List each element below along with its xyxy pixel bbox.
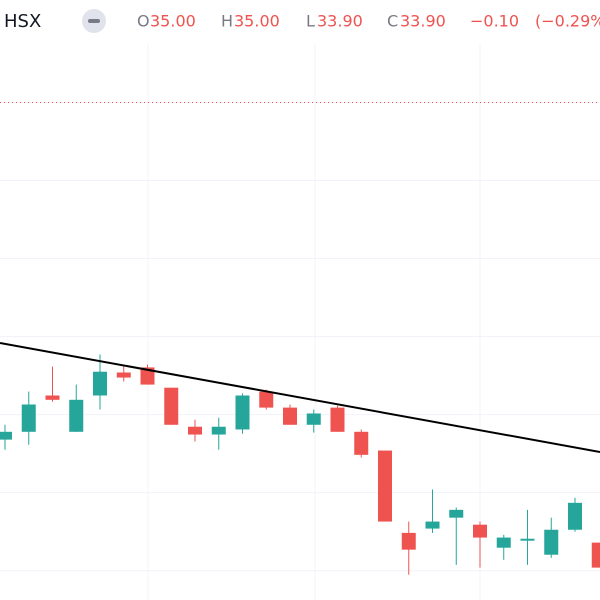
close-label: C (387, 12, 398, 31)
candle-body (259, 391, 274, 408)
vertical-grid (147, 40, 481, 600)
candle-body (473, 524, 487, 538)
candle-body (140, 367, 155, 385)
candle-body (591, 542, 600, 568)
candle-body (69, 399, 84, 432)
symbol: HSX (4, 11, 41, 32)
candle-body (425, 521, 440, 529)
candle-body (401, 532, 416, 550)
candle-body (0, 431, 12, 440)
change-percent: (−0.29%) (535, 12, 600, 31)
candle-body (330, 407, 345, 432)
candle-body (188, 426, 202, 435)
high-label: H (221, 12, 233, 31)
candle-body (211, 426, 226, 435)
candle-body (45, 395, 60, 400)
candle-body (568, 502, 582, 530)
candles (0, 354, 600, 575)
open-value: 35.00 (150, 12, 196, 31)
candle-body (378, 450, 392, 522)
low-label: L (306, 12, 315, 31)
trend-line (0, 342, 600, 453)
change: −0.10 (470, 12, 519, 31)
candle-body (283, 407, 297, 425)
candle-body (306, 413, 321, 425)
close-value: 33.90 (400, 12, 446, 31)
high-value: 35.00 (234, 12, 280, 31)
low-value: 33.90 (317, 12, 363, 31)
candle-body (93, 371, 107, 396)
candle-body (354, 431, 369, 455)
candle-body (544, 529, 559, 555)
candle-body (116, 372, 131, 378)
candle-body (164, 387, 179, 425)
horizontal-grid (0, 101, 600, 572)
candle-body (520, 538, 535, 541)
hide-icon (88, 19, 100, 23)
candle-body (496, 537, 511, 548)
candle-body (21, 404, 36, 432)
open-label: O (137, 12, 150, 31)
candle-body (235, 395, 250, 430)
candle-body (449, 509, 464, 518)
